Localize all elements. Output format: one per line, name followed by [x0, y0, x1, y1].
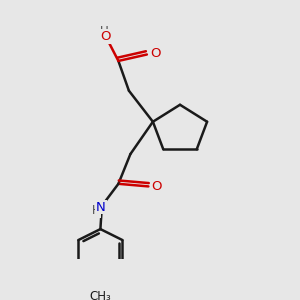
- Text: H: H: [92, 204, 101, 217]
- Text: O: O: [100, 30, 111, 43]
- Text: O: O: [150, 47, 160, 60]
- Text: O: O: [152, 180, 162, 193]
- Text: N: N: [96, 201, 106, 214]
- Text: CH₃: CH₃: [89, 290, 111, 300]
- Text: H: H: [100, 25, 108, 38]
